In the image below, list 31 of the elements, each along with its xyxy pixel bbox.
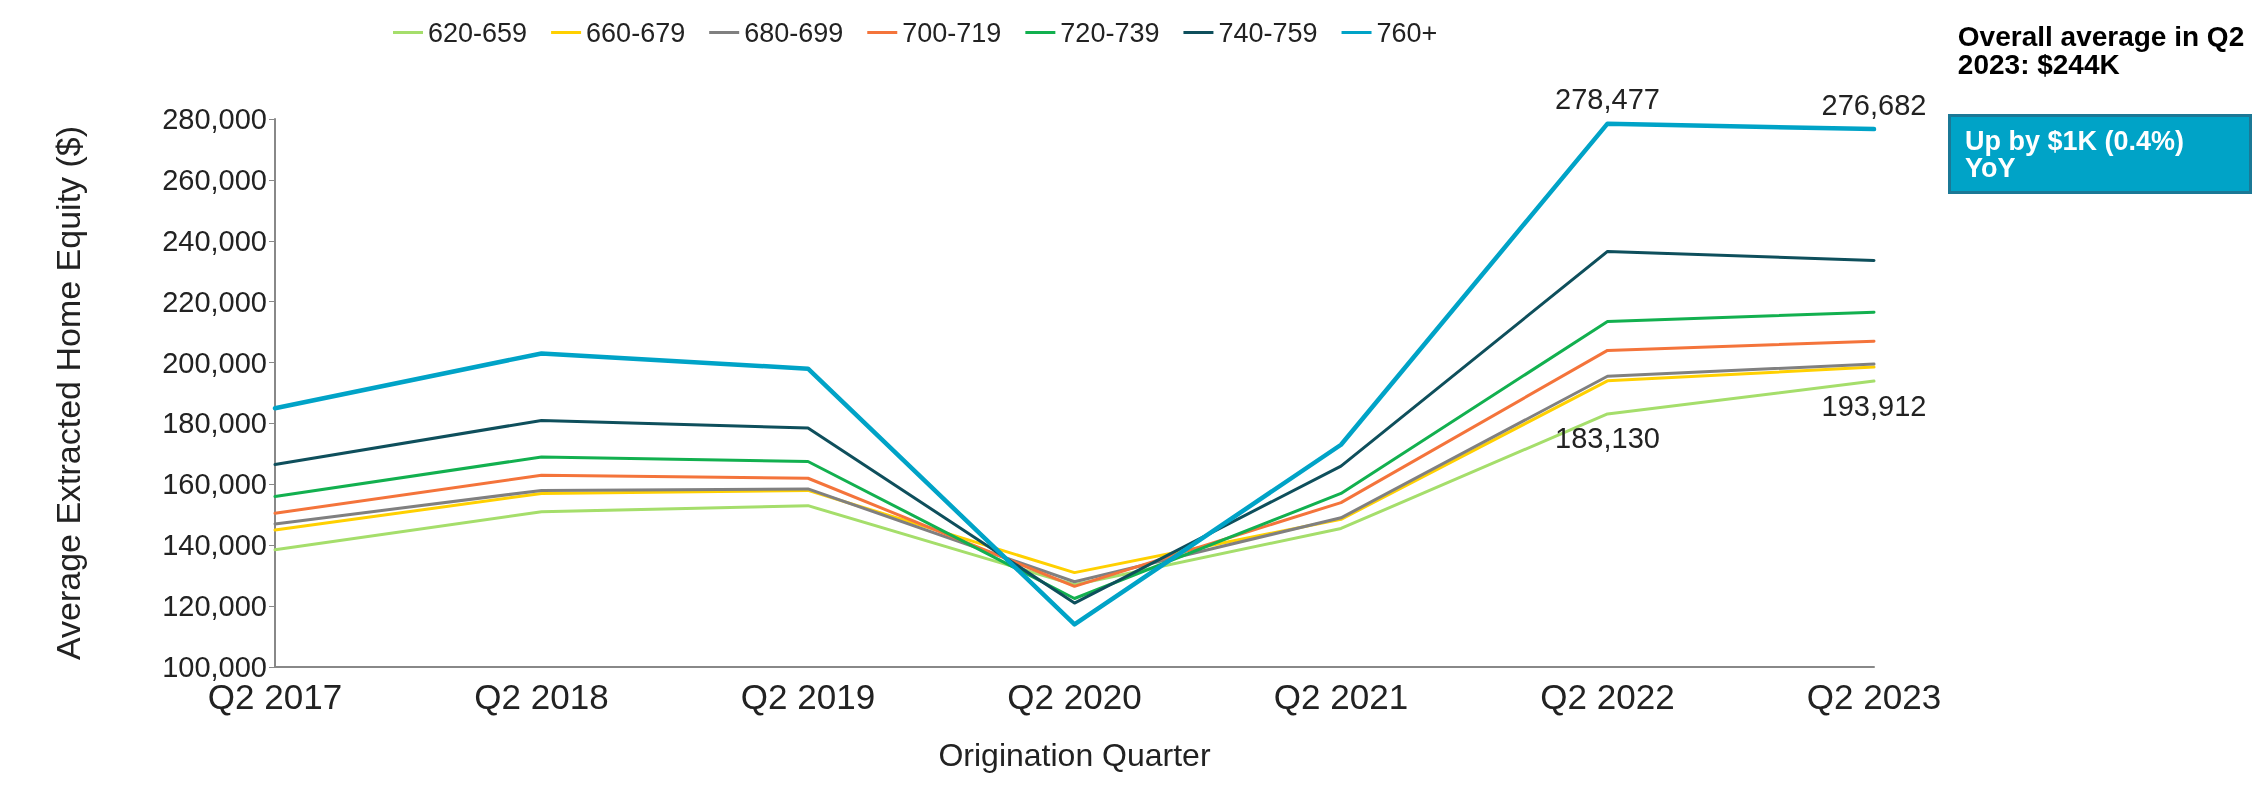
x-axis-title: Origination Quarter — [938, 737, 1211, 773]
x-tick-label: Q2 2019 — [740, 677, 876, 716]
y-tick-label: 220,000 — [162, 285, 267, 318]
y-tick-label: 200,000 — [162, 346, 267, 379]
data-label: 278,477 — [1555, 83, 1660, 116]
legend-label: 620-659 — [428, 17, 528, 48]
legend-label: 740-759 — [1218, 17, 1318, 48]
x-tick-label: Q2 2022 — [1540, 677, 1675, 716]
y-tick-label: 140,000 — [162, 529, 267, 562]
y-tick-label: 260,000 — [162, 163, 267, 196]
x-tick-label: Q2 2021 — [1273, 677, 1409, 716]
data-label: 193,912 — [1821, 389, 1927, 422]
legend-label: 720-739 — [1060, 17, 1160, 48]
y-tick-label: 240,000 — [162, 224, 267, 257]
data-label: 276,682 — [1821, 88, 1927, 121]
text: Overall average in Q2 2023: $244K — [1957, 20, 2253, 80]
legend-label: 680-699 — [744, 17, 844, 48]
legend-label: 760+ — [1376, 17, 1438, 48]
y-tick-label: 100,000 — [162, 651, 267, 683]
x-tick-label: Q2 2023 — [1806, 677, 1942, 716]
y-tick-label: 160,000 — [162, 468, 267, 501]
data-label: 183,130 — [1555, 422, 1660, 455]
legend-label: 660-679 — [586, 17, 686, 48]
legend-label: 700-719 — [902, 17, 1002, 48]
y-tick-label: 280,000 — [162, 103, 267, 135]
y-tick-label: 120,000 — [162, 590, 267, 623]
x-tick-label: Q2 2018 — [474, 677, 609, 716]
text: Up by $1K (0.4%) YoY — [1965, 125, 2192, 183]
y-tick-label: 180,000 — [162, 407, 267, 440]
y-axis-title: Average Extracted Home Equity ($) — [49, 125, 87, 661]
x-tick-label: Q2 2020 — [1007, 677, 1142, 716]
